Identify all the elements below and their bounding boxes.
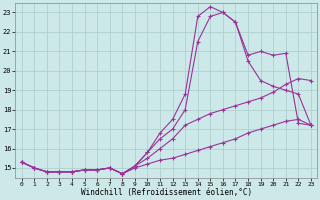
X-axis label: Windchill (Refroidissement éolien,°C): Windchill (Refroidissement éolien,°C) xyxy=(81,188,252,197)
